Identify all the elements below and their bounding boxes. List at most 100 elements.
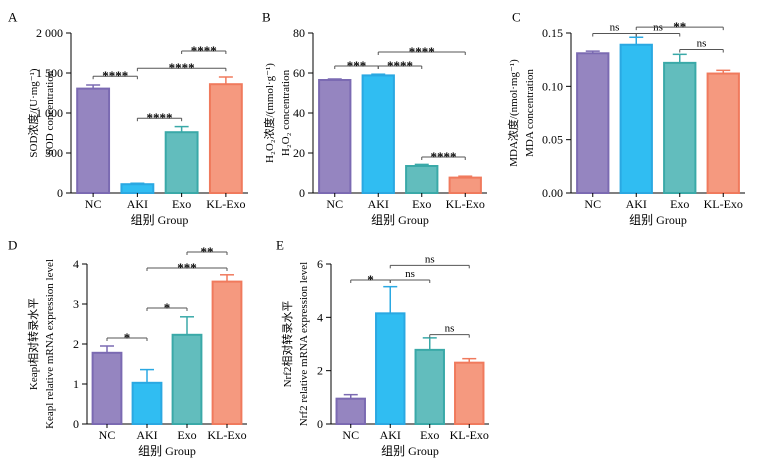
significance-label: *** [177, 260, 197, 275]
bar-nc [318, 79, 352, 194]
bar-aki [131, 381, 163, 425]
bar-exo [405, 165, 439, 194]
x-tick-label: KL-Exo [206, 197, 245, 211]
y-axis-title: Keapl relative mRNA expression level [44, 259, 56, 429]
bar-kl-exo [448, 176, 482, 195]
bar-exo [164, 131, 199, 194]
x-axis-title: 组别 Group [371, 213, 429, 227]
y-tick-label: 0.15 [542, 26, 563, 40]
panel-label: A [8, 10, 18, 25]
panel-label: E [276, 238, 284, 253]
significance-label: ns [697, 38, 707, 50]
bar-nc [335, 397, 366, 425]
y-tick-label: 2 [73, 337, 79, 351]
y-tick-label: 0 [317, 417, 323, 431]
significance-label: * [124, 330, 131, 345]
x-tick-label: KL-Exo [704, 197, 743, 211]
y-tick-label: 4 [73, 257, 79, 271]
y-tick-label: 0.05 [542, 133, 563, 147]
panel-d: D 0 1 2 3 4 Keapl相对转录水平 Keapl relative mRNA exp… [8, 238, 247, 458]
bar-nc [76, 87, 111, 194]
x-tick-label: KL-Exo [207, 428, 246, 442]
significance-label: **** [409, 44, 435, 59]
significance-label: ns [610, 22, 620, 34]
y-tick-label: 1 [73, 377, 79, 391]
bar-nc [91, 351, 123, 425]
bar-nc [576, 52, 610, 195]
x-tick-label: AKI [127, 197, 148, 211]
x-tick-label: AKI [136, 428, 157, 442]
significance-label: * [164, 300, 171, 315]
panel-label: D [8, 238, 17, 253]
significance-label: *** [347, 58, 367, 73]
x-tick-label: NC [85, 197, 102, 211]
x-axis-title: 组别 Group [131, 213, 189, 227]
x-tick-label: AKI [626, 197, 647, 211]
bar-kl-exo [706, 72, 740, 194]
significance-label: **** [191, 43, 217, 58]
panel-a: A 0 500 1 000 1 500 2 000 SOD浓度/(U·mg⁻¹) SOD co… [8, 10, 248, 227]
y-axis-title: MDA浓度/(nmol·mg⁻¹) [506, 59, 520, 167]
y-tick-label: 6 [317, 257, 323, 271]
x-tick-label: NC [342, 428, 359, 442]
y-axis-title: SOD concentration [44, 70, 56, 155]
x-tick-label: Exo [670, 197, 689, 211]
x-axis-title: 组别 Group [138, 444, 196, 458]
panel-c: C 0.00 0.05 0.10 0.15 MDA浓度/(nmol·mg⁻¹) MDA co… [506, 10, 745, 227]
bar-aki [120, 183, 155, 194]
x-axis-title: 组别 Group [381, 444, 439, 458]
significance-label: ns [445, 323, 455, 335]
panel-label: C [512, 10, 521, 25]
y-tick-label: 80 [293, 26, 305, 40]
significance-label: ** [673, 19, 686, 34]
significance-label: **** [387, 58, 413, 73]
y-tick-label: 20 [293, 146, 305, 160]
x-tick-label: Exo [172, 197, 191, 211]
y-tick-label: 0.10 [542, 79, 563, 93]
x-tick-label: AKI [368, 197, 389, 211]
bar-aki [619, 43, 653, 194]
y-tick-label: 40 [293, 106, 305, 120]
significance-label: **** [169, 60, 195, 75]
bar-exo [171, 333, 203, 425]
x-tick-label: AKI [380, 428, 401, 442]
y-tick-label: 0.00 [542, 186, 563, 200]
x-tick-label: NC [584, 197, 601, 211]
significance-label: **** [102, 68, 128, 83]
y-tick-label: 2 [317, 364, 323, 378]
y-axis-title: SOD浓度/(U·mg⁻¹) [26, 68, 40, 157]
y-tick-label: 60 [293, 66, 305, 80]
y-tick-label: 3 [73, 297, 79, 311]
bar-kl-exo [211, 280, 243, 425]
significance-label: ns [405, 268, 415, 280]
y-tick-label: 1 000 [36, 106, 63, 120]
bar-exo [663, 61, 697, 194]
y-axis-title: H₂O₂浓度/(mmol·g⁻¹) [262, 63, 276, 163]
y-axis-title: Nrf2 relative mRNA expression level [298, 262, 310, 426]
y-tick-label: 0 [73, 417, 79, 431]
x-tick-label: NC [326, 197, 343, 211]
x-tick-label: Exo [420, 428, 439, 442]
bar-aki [361, 74, 395, 194]
bar-kl-exo [208, 83, 243, 194]
y-axis-title: H₂O₂ concentration [280, 69, 292, 156]
bar-exo [414, 348, 445, 425]
bar-aki [375, 312, 406, 426]
x-axis-title: 组别 Group [629, 213, 687, 227]
significance-label: **** [431, 149, 457, 164]
y-tick-label: 2 000 [36, 26, 63, 40]
x-tick-label: NC [99, 428, 116, 442]
y-tick-label: 4 [317, 310, 323, 324]
y-tick-label: 1 500 [36, 66, 63, 80]
y-axis-title: MDA concentration [524, 69, 536, 157]
bar-kl-exo [454, 361, 485, 425]
x-tick-label: KL-Exo [446, 197, 485, 211]
y-tick-label: 500 [45, 146, 63, 160]
y-tick-label: 0 [299, 186, 305, 200]
panel-e: E 0 2 4 6 Nrf2相对转录水平 Nrf2 relative mRNA expres… [276, 238, 489, 458]
x-tick-label: Exo [177, 428, 196, 442]
panel-b: B 0 20 40 60 80 H₂O₂浓度/(mmol·g⁻¹) H₂O₂ concentr… [262, 10, 487, 227]
significance-label: ** [201, 244, 214, 259]
x-tick-label: Exo [412, 197, 431, 211]
